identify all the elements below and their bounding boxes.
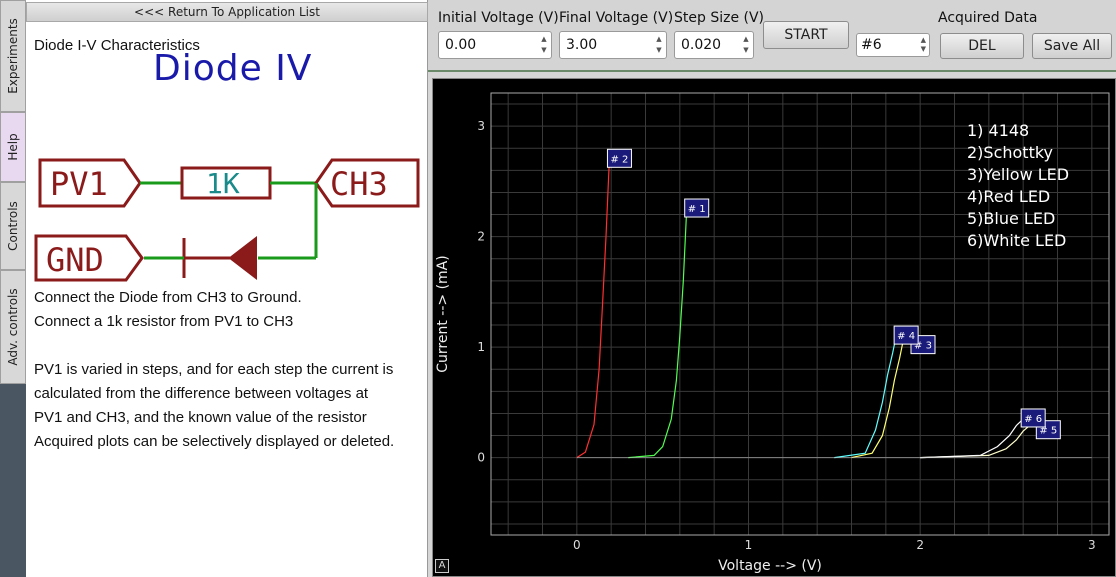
- side-tab-bar: Experiments Help Controls Adv. controls: [0, 0, 26, 577]
- spin-arrows-icon[interactable]: ▲ ▼: [656, 35, 662, 54]
- gnd-terminal: [34, 234, 144, 282]
- schematic-title: Diode IV: [153, 48, 313, 89]
- ch3-label: CH3: [330, 165, 388, 203]
- series-tag-6: # 6: [1024, 414, 1042, 425]
- controls-bar: Initial Voltage (V) 0.00 ▲ ▼ Final Voltag…: [428, 0, 1116, 72]
- plot-canvas[interactable]: 0 1 2 3 0 1 2 3 Voltage --> (V) Current --> (mA) #…: [433, 79, 1116, 577]
- return-to-app-list-button[interactable]: <<< Return To Application List: [26, 2, 428, 22]
- spin-arrows-icon[interactable]: ▲ ▼: [743, 35, 749, 54]
- y-tick-label: 2: [477, 230, 485, 244]
- tab-adv-controls-label: Adv. controls: [6, 288, 20, 366]
- tab-controls-label: Controls: [6, 201, 20, 251]
- trace-select-value: #6: [861, 37, 882, 53]
- step-size-value: 0.020: [681, 37, 722, 53]
- tab-experiments[interactable]: Experiments: [0, 0, 26, 112]
- gnd-label: GND: [46, 241, 104, 279]
- legend-item-4: 4)Red LED: [967, 187, 1051, 206]
- tab-adv-controls[interactable]: Adv. controls: [0, 270, 26, 384]
- x-tick-label: 2: [916, 538, 924, 552]
- y-tick-label: 3: [477, 119, 485, 133]
- diode-symbol: [228, 235, 257, 281]
- final-voltage-value: 3.00: [566, 37, 598, 53]
- series-line-2: [576, 159, 610, 459]
- x-axis-label: Voltage --> (V): [718, 558, 822, 574]
- help-pane: <<< Return To Application List Diode I-V…: [26, 0, 428, 577]
- help-line-3: PV1 is varied in steps, and for each ste…: [34, 361, 394, 378]
- save-all-button[interactable]: Save All: [1032, 33, 1112, 59]
- ch3-terminal: [314, 158, 420, 208]
- series-line-6: [920, 418, 1024, 459]
- chevron-updown-icon: ▲ ▼: [920, 36, 926, 53]
- series-tag-box-4: [893, 325, 919, 345]
- legend-item-5: 5)Blue LED: [967, 209, 1056, 228]
- start-button[interactable]: START: [763, 21, 849, 49]
- tab-help[interactable]: Help: [0, 112, 26, 182]
- legend-item-2: 2)Schottky: [967, 143, 1054, 162]
- tab-controls[interactable]: Controls: [0, 182, 26, 270]
- initial-voltage-value: 0.00: [445, 37, 477, 53]
- help-title: Diode I-V Characteristics: [34, 37, 200, 54]
- x-tick-label: 3: [1088, 538, 1096, 552]
- y-axis-label: Current --> (mA): [435, 255, 451, 372]
- iv-plot[interactable]: 0 1 2 3 0 1 2 3 Voltage --> (V) Current --> (mA) #…: [432, 78, 1116, 577]
- x-tick-label: 1: [745, 538, 753, 552]
- del-button[interactable]: DEL: [940, 33, 1024, 59]
- series-tag-5: # 5: [1039, 426, 1057, 437]
- initial-voltage-label: Initial Voltage (V): [438, 10, 559, 26]
- help-line-4: calculated from the difference between v…: [34, 385, 369, 402]
- pv1-label: PV1: [50, 165, 108, 203]
- series-line-4: [834, 335, 897, 459]
- trace-select[interactable]: #6 ▲ ▼: [856, 33, 930, 57]
- plot-frame: [490, 92, 1110, 536]
- legend-item-6: 6)White LED: [967, 231, 1067, 250]
- series-line-1: [628, 208, 688, 459]
- series-tag-box-6: [1020, 408, 1046, 428]
- tab-help-label: Help: [6, 133, 20, 161]
- series-tag-4: # 4: [897, 331, 915, 342]
- diode-schematic: PV1 1K CH3 GND: [34, 158, 420, 282]
- initial-voltage-input[interactable]: 0.00 ▲ ▼: [438, 31, 552, 59]
- series-line-3: [851, 341, 904, 459]
- final-voltage-label: Final Voltage (V): [559, 10, 674, 26]
- y-tick-label: 1: [477, 340, 485, 354]
- resistor-label: 1K: [206, 167, 240, 200]
- step-size-label: Step Size (V): [674, 10, 765, 26]
- help-line-6: Acquired plots can be selectively displa…: [34, 433, 395, 450]
- help-line-5: PV1 and CH3, and the known value of the …: [34, 409, 367, 426]
- help-line-1: Connect the Diode from CH3 to Ground.: [34, 289, 302, 306]
- series-tag-3: # 3: [914, 341, 932, 352]
- legend-item-1: 1) 4148: [967, 121, 1030, 140]
- series-tag-box-1: [684, 198, 710, 218]
- series-tag-2: # 2: [610, 154, 628, 165]
- step-size-input[interactable]: 0.020 ▲ ▼: [674, 31, 754, 59]
- series-tag-1: # 1: [688, 204, 706, 215]
- x-tick-label: 0: [573, 538, 581, 552]
- acquired-data-title: Acquired Data: [938, 10, 1038, 26]
- y-tick-label: 0: [477, 451, 485, 465]
- autoscale-button[interactable]: A: [435, 559, 449, 573]
- tab-experiments-label: Experiments: [6, 18, 20, 94]
- final-voltage-input[interactable]: 3.00 ▲ ▼: [559, 31, 667, 59]
- spin-arrows-icon[interactable]: ▲ ▼: [541, 35, 547, 54]
- pv1-terminal: [38, 158, 142, 208]
- legend-item-3: 3)Yellow LED: [967, 165, 1070, 184]
- help-line-2: Connect a 1k resistor from PV1 to CH3: [34, 313, 294, 330]
- series-tag-box-2: [606, 148, 632, 168]
